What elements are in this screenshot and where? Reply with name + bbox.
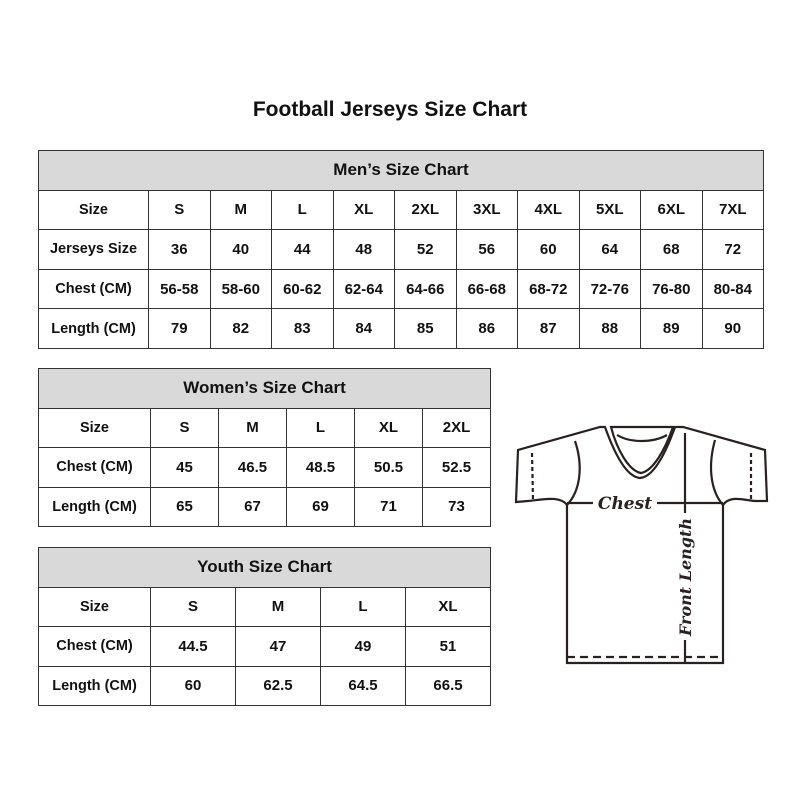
table-cell: 79	[148, 308, 211, 349]
table-cell: 73	[422, 486, 491, 527]
table-cell: XL	[354, 407, 423, 448]
table-cell: 36	[148, 229, 211, 270]
youth-size-table: Youth Size Chart Size S M L XL Chest (CM) 44.5 4…	[38, 547, 491, 706]
table-cell: 44	[271, 229, 334, 270]
table-cell: 60	[517, 229, 580, 270]
table-cell: 71	[354, 486, 423, 527]
table-row: Size S M L XL 2XL 3XL 4XL 5XL 6XL 7XL	[38, 189, 764, 231]
row-label: Length (CM)	[38, 486, 151, 527]
table-cell: 64.5	[320, 665, 406, 706]
table-row: Size S M L XL 2XL	[38, 407, 491, 448]
table-cell: M	[218, 407, 287, 448]
table-cell: 5XL	[578, 189, 641, 231]
table-cell: 83	[271, 308, 334, 349]
table-cell: L	[320, 586, 406, 627]
women-table-heading: Women’s Size Chart	[38, 368, 491, 409]
men-table-heading: Men’s Size Chart	[38, 150, 764, 191]
table-cell: 87	[517, 308, 580, 349]
table-row: Chest (CM) 56-58 58-60 60-62 62-64 64-66 66-68…	[38, 268, 764, 310]
row-label: Size	[38, 586, 151, 627]
table-row: Size S M L XL	[38, 586, 491, 627]
table-cell: 90	[701, 308, 764, 349]
table-cell: 40	[209, 229, 272, 270]
table-row: Jerseys Size 36 40 44 48 52 56 60 64 68 72	[38, 229, 764, 270]
table-cell: 67	[218, 486, 287, 527]
page-title: Football Jerseys Size Chart	[252, 98, 528, 121]
table-cell: 66-68	[455, 268, 518, 310]
table-cell: 52	[394, 229, 457, 270]
mens-size-table: Men’s Size Chart Size S M L XL 2XL 3XL 4XL 5XL 6XL…	[38, 150, 764, 349]
table-cell: 6XL	[640, 189, 703, 231]
table-cell: 68	[640, 229, 703, 270]
table-cell: 56-58	[148, 268, 211, 310]
table-cell: S	[150, 407, 219, 448]
table-cell: 86	[455, 308, 518, 349]
table-cell: 72	[701, 229, 764, 270]
table-row: Chest (CM) 44.5 47 49 51	[38, 626, 491, 667]
table-cell: 72-76	[578, 268, 641, 310]
jersey-outline	[514, 425, 769, 665]
row-label: Length (CM)	[38, 665, 151, 706]
table-cell: 3XL	[455, 189, 518, 231]
table-cell: 60-62	[271, 268, 334, 310]
table-cell: L	[271, 189, 334, 231]
table-cell: 48	[332, 229, 395, 270]
table-cell: 52.5	[422, 447, 491, 488]
chest-label: Chest	[598, 494, 652, 514]
table-cell: 69	[286, 486, 355, 527]
table-cell: 62-64	[332, 268, 395, 310]
row-label: Chest (CM)	[38, 447, 151, 488]
table-cell: 62.5	[235, 665, 321, 706]
table-cell: 47	[235, 626, 321, 667]
table-cell: 76-80	[640, 268, 703, 310]
front-length-label: Front Length	[676, 518, 695, 637]
table-cell: XL	[332, 189, 395, 231]
table-cell: 49	[320, 626, 406, 667]
table-cell: 89	[640, 308, 703, 349]
table-cell: M	[235, 586, 321, 627]
table-row: Length (CM) 60 62.5 64.5 66.5	[38, 665, 491, 706]
row-label: Jerseys Size	[38, 229, 149, 270]
table-cell: S	[150, 586, 236, 627]
table-cell: 44.5	[150, 626, 236, 667]
row-label: Chest (CM)	[38, 626, 151, 667]
table-cell: 58-60	[209, 268, 272, 310]
table-cell: 50.5	[354, 447, 423, 488]
table-row: Chest (CM) 45 46.5 48.5 50.5 52.5	[38, 447, 491, 488]
table-cell: 56	[455, 229, 518, 270]
table-cell: 65	[150, 486, 219, 527]
table-cell: 45	[150, 447, 219, 488]
table-cell: 68-72	[517, 268, 580, 310]
table-cell: 88	[578, 308, 641, 349]
table-cell: 48.5	[286, 447, 355, 488]
row-label: Chest (CM)	[38, 268, 149, 310]
row-label: Size	[38, 407, 151, 448]
jersey-diagram: Chest Front Length	[514, 425, 769, 665]
table-cell: 7XL	[701, 189, 764, 231]
table-cell: 60	[150, 665, 236, 706]
table-cell: M	[209, 189, 272, 231]
table-cell: L	[286, 407, 355, 448]
table-cell: 2XL	[394, 189, 457, 231]
table-cell: 51	[405, 626, 491, 667]
table-cell: 85	[394, 308, 457, 349]
table-cell: 64-66	[394, 268, 457, 310]
row-label: Length (CM)	[38, 308, 149, 349]
womens-size-table: Women’s Size Chart Size S M L XL 2XL Chest (CM)…	[38, 368, 491, 527]
table-cell: 66.5	[405, 665, 491, 706]
table-cell: 2XL	[422, 407, 491, 448]
table-cell: S	[148, 189, 211, 231]
table-cell: 80-84	[701, 268, 764, 310]
table-row: Length (CM) 79 82 83 84 85 86 87 88 89 90	[38, 308, 764, 349]
youth-table-heading: Youth Size Chart	[38, 547, 491, 588]
table-cell: 46.5	[218, 447, 287, 488]
table-cell: XL	[405, 586, 491, 627]
table-row: Length (CM) 65 67 69 71 73	[38, 486, 491, 527]
table-cell: 84	[332, 308, 395, 349]
row-label: Size	[38, 189, 149, 231]
table-cell: 4XL	[517, 189, 580, 231]
table-cell: 64	[578, 229, 641, 270]
table-cell: 82	[209, 308, 272, 349]
